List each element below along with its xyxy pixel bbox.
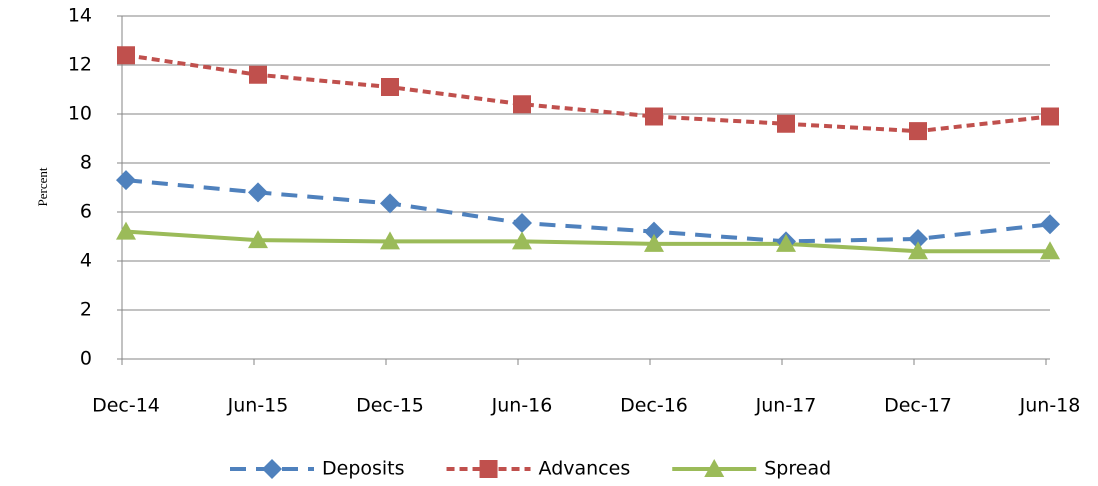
marker [644,221,664,242]
x-tick-label: Dec-17 [884,395,952,417]
y-tick-label: 4 [80,250,92,272]
y-tick-label: 12 [68,54,92,76]
x-tick-label: Dec-15 [356,395,424,417]
x-tick-label: Jun-15 [227,395,289,417]
x-tick-label: Dec-16 [620,395,688,417]
marker [380,231,400,250]
y-tick-label: 0 [80,348,92,370]
marker [381,78,399,97]
marker [908,241,928,260]
marker [380,193,400,214]
marker [512,231,532,250]
marker [248,230,268,249]
marker [645,107,663,126]
marker [909,122,927,141]
legend-label: Spread [764,458,831,480]
marker [1040,241,1060,260]
series-line [125,229,1050,254]
marker [117,46,135,65]
x-tick-label: Jun-16 [491,395,553,417]
marker [704,459,725,477]
marker [116,170,136,191]
legend-label: Deposits [322,458,405,480]
marker [1041,107,1059,126]
marker [248,182,268,203]
legend: Deposits Advances Spread [230,458,831,480]
y-tick-label: 6 [80,201,92,223]
y-tick-label: 2 [80,299,92,321]
y-tick-label: 8 [80,152,92,174]
x-tick-label: Jun-17 [755,395,817,417]
y-tick-label: 14 [68,5,92,27]
marker [777,114,795,133]
y-tick-label: 10 [68,103,92,125]
marker [262,459,282,479]
x-tick-label: Dec-14 [92,395,160,417]
marker [512,213,532,234]
marker [1040,214,1060,235]
marker [644,233,664,252]
series-line [125,53,1051,134]
x-tick-label: Jun-18 [1019,395,1081,417]
marker [776,233,796,252]
legend-label: Advances [539,458,631,480]
marker [116,221,136,240]
marker [249,65,267,84]
y-axis-label: Percent [35,167,50,206]
marker [908,228,928,249]
marker [479,460,498,478]
marker [513,95,531,114]
